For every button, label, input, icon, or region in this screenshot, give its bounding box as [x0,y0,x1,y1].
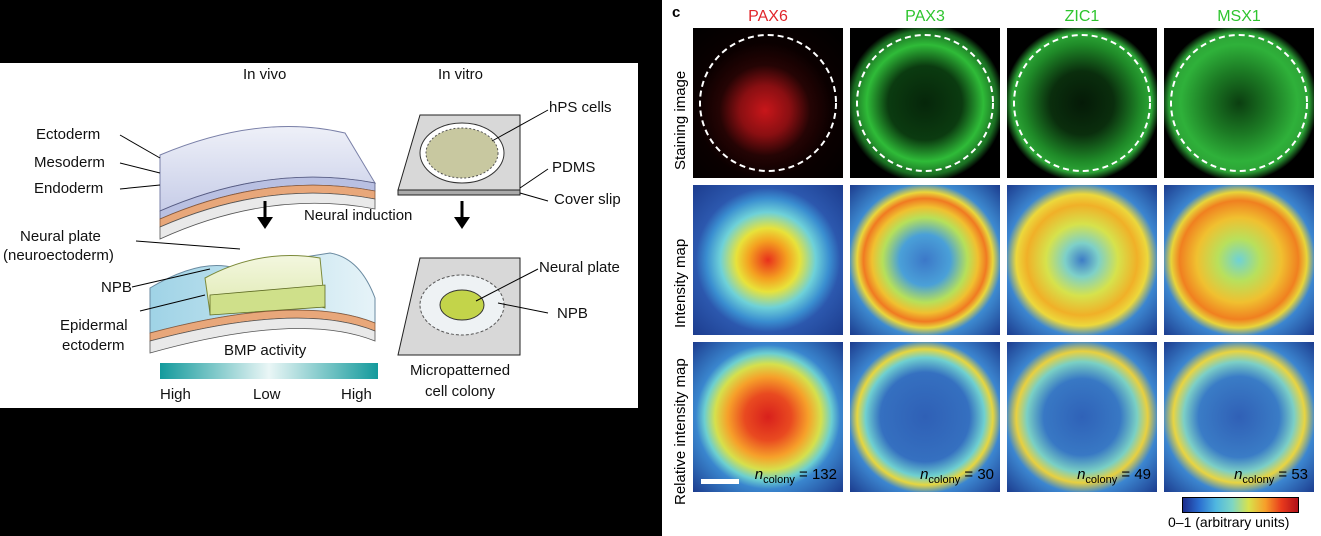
colorbar-label: 0–1 (arbitrary units) [1168,514,1290,530]
label-cover-slip: Cover slip [554,191,621,208]
tile-relative-zic1: ncolony = 49 [1007,342,1157,492]
column-header-zic1: ZIC1 [1064,8,1100,25]
label-bmp-low: Low [253,386,281,403]
label-bmp-activity: BMP activity [224,342,307,359]
tile-relative-msx1: ncolony = 53 [1164,342,1314,492]
scale-bar [701,479,739,484]
tile-intensity-msx1 [1164,185,1314,335]
label-bmp-high-right: High [341,386,372,403]
micropattern-neural-slide [397,257,521,356]
heading-in-vivo: In vivo [243,66,287,83]
column-header-pax3: PAX3 [905,8,945,25]
tile-staining-zic1 [1007,28,1157,178]
n-colony-pax6: ncolony = 132 [754,466,837,486]
label-neural-induction: Neural induction [304,207,413,224]
label-neural-plate-vitro: Neural plate [539,259,620,276]
n-colony-pax3: ncolony = 30 [920,466,994,486]
column-header-pax6: PAX6 [748,8,788,25]
neural-plate-tissue [149,252,376,354]
label-pdms: PDMS [552,159,596,176]
staining-grid-panel: c PAX6 PAX3 ZIC1 MSX1 Staining image Int… [662,0,1321,536]
colorbar [1182,497,1299,513]
tissue-layers-top [159,126,377,240]
label-hps-cells: hPS cells [549,99,612,116]
tile-intensity-zic1 [1007,185,1157,335]
label-npb-vitro: NPB [557,305,588,322]
column-header-msx1: MSX1 [1217,8,1261,25]
tile-staining-pax3 [850,28,1000,178]
n-colony-msx1: ncolony = 53 [1234,466,1308,486]
micropattern-slide [397,114,521,196]
tile-relative-pax6: ncolony = 132 [693,342,843,492]
panel-label: c [672,4,681,21]
row-label-staining: Staining image [672,70,689,170]
tile-intensity-pax3 [850,185,1000,335]
heading-in-vitro: In vitro [438,66,484,83]
tile-intensity-pax6 [693,185,843,335]
schematic-panel: In vivo In vitro Ectoderm Mesoderm Endod… [0,63,638,408]
label-ectoderm-2: ectoderm [62,337,125,354]
label-endoderm: Endoderm [34,180,104,197]
label-ectoderm: Ectoderm [36,126,101,143]
row-label-relative: Relative intensity map [672,358,689,505]
schematic-illustration [119,109,549,379]
label-epidermal: Epidermal [60,317,128,334]
label-bmp-high-left: High [160,386,191,403]
n-colony-zic1: ncolony = 49 [1077,466,1151,486]
label-neural-plate-vivo: Neural plate [20,228,101,245]
label-micropatterned: Micropatterned [410,362,511,379]
label-mesoderm: Mesoderm [34,154,105,171]
tile-staining-pax6 [693,28,843,178]
label-neuroectoderm: (neuroectoderm) [3,247,114,264]
label-cell-colony: cell colony [425,383,496,400]
tile-relative-pax3: ncolony = 30 [850,342,1000,492]
tile-staining-msx1 [1164,28,1314,178]
row-label-intensity: Intensity map [672,238,689,328]
bmp-gradient-bar [160,363,378,379]
label-npb-vivo: NPB [101,279,132,296]
